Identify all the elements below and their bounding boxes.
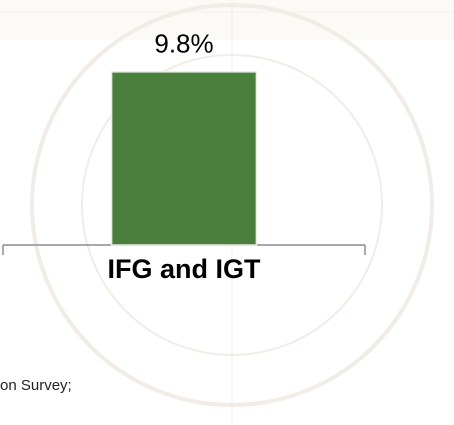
data-label: 9.8% <box>154 29 213 59</box>
footnote: on Survey; <box>0 377 72 394</box>
seal-ring-inner <box>81 54 383 356</box>
x-tick-label: IFG and IGT <box>108 254 262 284</box>
seal-ring <box>30 3 434 407</box>
top-band <box>0 0 454 40</box>
bar <box>110 71 258 246</box>
